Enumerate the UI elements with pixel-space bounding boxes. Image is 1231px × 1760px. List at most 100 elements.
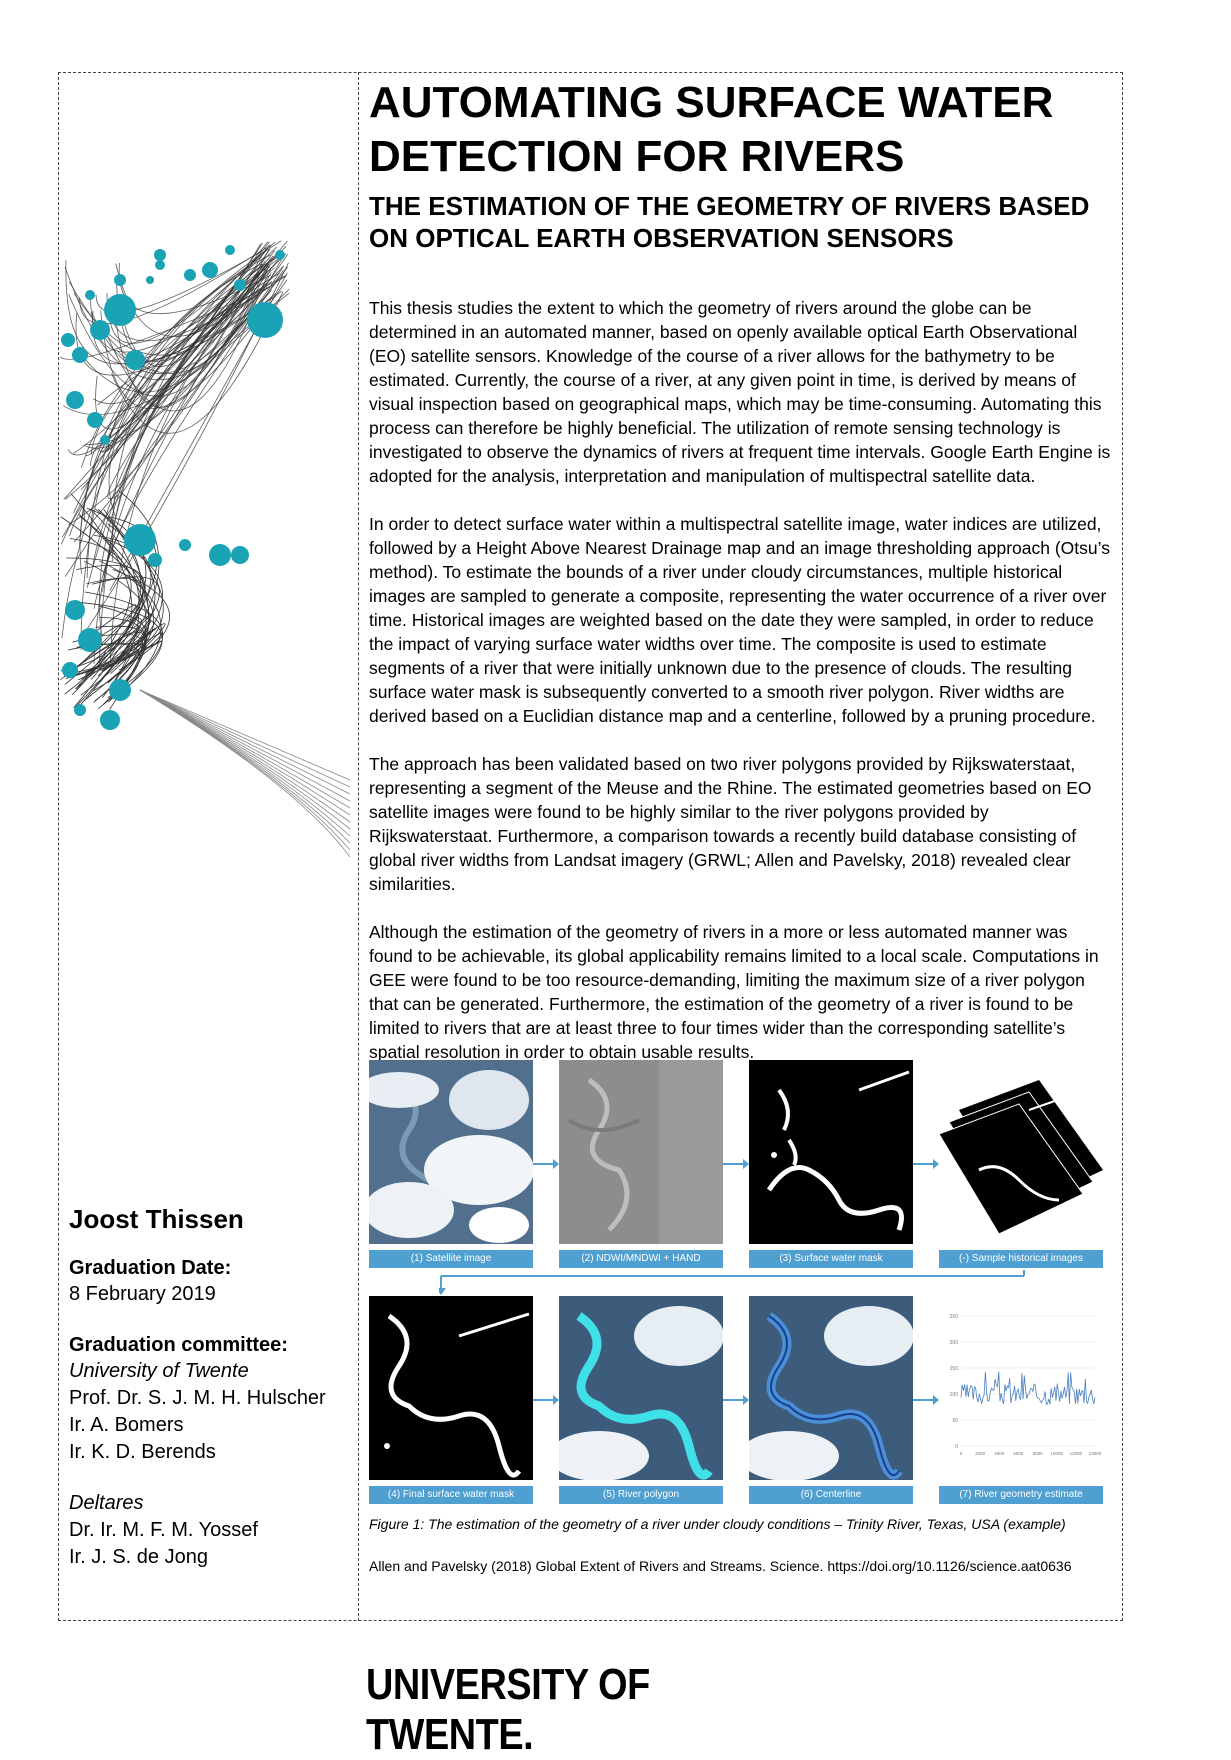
arrow-right-icon [533,1159,559,1169]
network-curve [86,507,147,680]
plot-xtick: 2000 [975,1451,986,1456]
panel-label: (7) River geometry estimate [939,1486,1103,1504]
network-curve [65,274,267,500]
network-node [87,412,103,428]
network-curve [69,605,147,678]
historical-images-stack [939,1060,1103,1244]
network-node [114,274,126,286]
network-node [146,276,154,284]
network-node [104,294,136,326]
column-divider [358,72,359,1621]
poster-frame [58,72,1123,1621]
graduation-date: 8 February 2019 [69,1283,216,1305]
network-node [78,628,102,652]
committee-member: Ir. K. D. Berends [69,1441,216,1463]
network-curve [83,258,283,393]
panel-label: (5) River polygon [559,1486,723,1504]
network-curve [84,591,163,699]
arrow-right-icon [723,1395,749,1405]
network-curve [75,290,283,376]
network-curve [117,247,267,367]
network-node [247,302,283,338]
network-node [100,710,120,730]
network-curve [91,289,273,374]
centerline-image [749,1296,913,1480]
network-node [209,544,231,566]
author-name: Joost Thissen [69,1204,244,1234]
network-curve [64,612,154,685]
network-curve [63,630,138,676]
network-node [124,524,156,556]
committee-label: Graduation committee: [69,1334,288,1356]
network-node [275,250,285,260]
river-width-plot: 250 200 150 100 50 00 2000 4000 6000 8000 10000 120… [939,1296,1103,1480]
network-node [234,279,246,291]
network-curve [93,243,262,404]
network-node [155,260,165,270]
network-curve [108,244,272,517]
river-width-line [960,1371,1096,1405]
network-node [148,553,162,567]
network-curve [61,263,264,639]
reference: Allen and Pavelsky (2018) Global Extent … [369,1558,1072,1574]
network-curve [86,263,263,578]
arrow-right-icon [533,1395,559,1405]
network-node [90,320,110,340]
network-curve [139,689,351,802]
surface-water-mask-image [749,1060,913,1244]
network-curve [63,240,288,500]
network-curve [99,241,276,664]
network-curve [95,259,271,430]
network-curve [77,601,163,701]
network-curve [80,256,262,468]
network-curve [104,290,261,412]
plot-xtick: 6000 [1013,1451,1024,1456]
network-illustration [60,240,351,858]
network-node [62,662,78,678]
network-curve [73,246,287,454]
author-block: Joost Thissen Graduation Date: 8 Februar… [69,1204,349,1571]
plot-xtick: 0 [960,1451,963,1456]
network-curve [85,286,268,456]
plot-ytick: 200 [950,1340,959,1346]
figure-caption: Figure 1: The estimation of the geometry… [369,1516,1066,1532]
network-node [202,262,218,278]
committee-org-2: Deltares [69,1492,144,1514]
network-node [231,546,249,564]
committee-member: Prof. Dr. S. J. M. H. Hulscher [69,1387,326,1409]
abstract-paragraph: This thesis studies the extent to which … [369,298,1111,486]
network-curve [73,250,269,543]
panel-label: (3) Surface water mask [749,1250,913,1268]
committee-member: Ir. A. Bomers [69,1414,184,1436]
network-curve [139,689,351,788]
network-node [125,350,145,370]
poster-subtitle: THE ESTIMATION OF THE GEOMETRY OF RIVERS… [369,191,1090,253]
abstract-paragraph: Although the estimation of the geometry … [369,922,1099,1062]
arrow-right-icon [913,1395,939,1405]
network-node [100,435,110,445]
committee-org-1: University of Twente [69,1360,249,1382]
network-curve [71,516,158,696]
network-curve [69,538,132,690]
network-node [65,600,85,620]
panel-label: (2) NDWI/MNDWI + HAND [559,1250,723,1268]
network-curve [108,245,271,344]
network-curve [139,689,351,795]
ndwi-image [559,1060,723,1244]
network-node [61,333,75,347]
university-logo: UNIVERSITY OF TWENTE. [366,1660,650,1759]
network-curve [60,251,266,545]
network-curve [92,576,160,677]
abstract-paragraph: In order to detect surface water within … [369,514,1110,726]
committee-member: Dr. Ir. M. F. M. Yossef [69,1519,258,1541]
network-curve [65,643,146,679]
network-curve [63,557,144,677]
plot-xtick: 10000 [1050,1451,1063,1456]
network-node [154,249,166,261]
plot-ytick: 50 [952,1418,958,1424]
network-node [85,290,95,300]
arrow-right-icon [723,1159,749,1169]
network-node [184,269,196,281]
graduation-date-label: Graduation Date: [69,1257,232,1279]
network-curve [78,513,147,691]
